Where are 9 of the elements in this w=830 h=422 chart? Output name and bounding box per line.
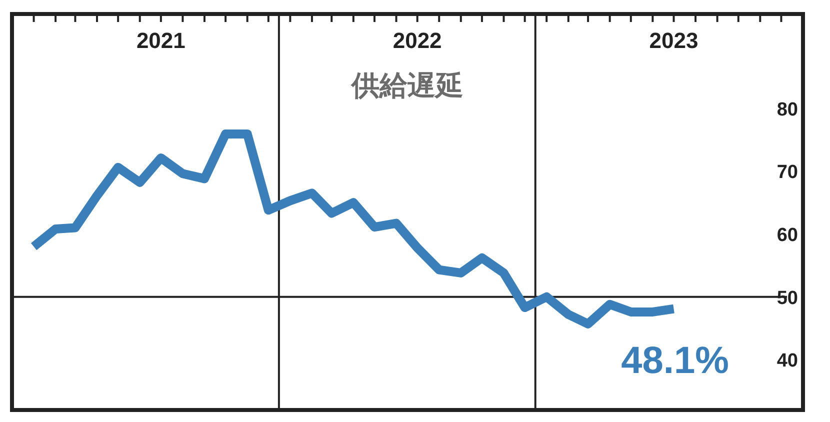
y-tick-label: 60 (776, 225, 798, 246)
text: 供給遅延 (350, 70, 464, 101)
x-tick-label: 2023 (649, 28, 698, 53)
y-tick-label: 40 (776, 350, 798, 372)
annotation: 48.1% (621, 340, 729, 382)
y-tick-label: 70 (776, 162, 798, 184)
x-tick-label: 2021 (136, 28, 186, 53)
x-tick-label: 2022 (392, 28, 442, 53)
y-tick-label: 80 (776, 99, 798, 120)
